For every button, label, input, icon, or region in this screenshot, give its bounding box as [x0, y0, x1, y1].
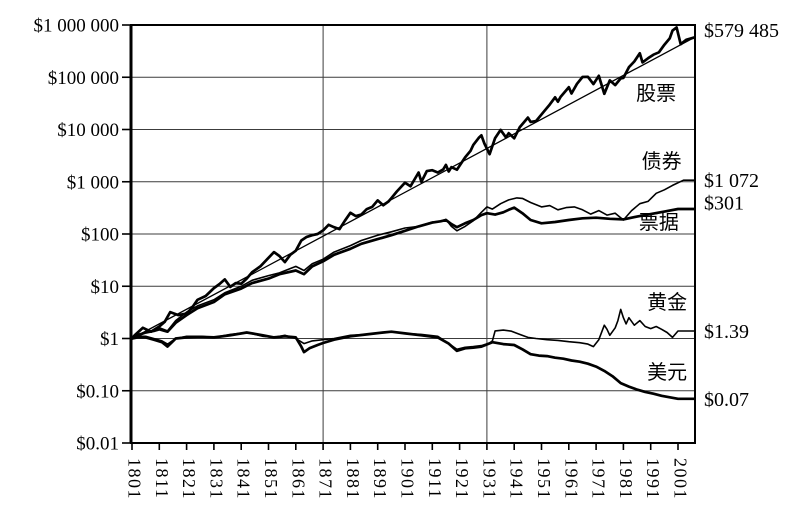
x-axis-label: 1921	[452, 458, 472, 500]
x-axis-label: 1861	[288, 458, 308, 500]
series-gold-line	[131, 308, 696, 351]
series-bonds-line	[131, 179, 696, 340]
series-dollar-line	[130, 330, 696, 401]
x-axis-label: 1941	[507, 458, 527, 500]
y-axis-label: $1	[100, 329, 119, 350]
y-axis-label: $1 000	[67, 172, 119, 193]
y-axis-label: $0.10	[76, 381, 119, 402]
x-axis-label: 1821	[179, 458, 199, 500]
series-stocks-end-value: $579 485	[704, 20, 779, 42]
series-bills-label: 票据	[639, 211, 679, 234]
series-bills-line	[130, 206, 696, 340]
series-dollar-label: 美元	[647, 361, 687, 384]
x-axis-label: 1891	[370, 458, 390, 500]
series-bills-end-value: $301	[704, 193, 744, 215]
x-axis-label: 1951	[534, 458, 554, 500]
series-stocks-line	[130, 26, 696, 340]
x-axis-label: 1851	[261, 458, 281, 500]
x-axis-label: 1811	[152, 458, 172, 499]
x-axis-label: 1971	[589, 458, 609, 500]
x-axis-label: 1871	[316, 458, 336, 500]
x-axis-label: 1991	[643, 458, 663, 500]
y-axis-label: $100 000	[48, 68, 119, 89]
series-gold-end-value: $1.39	[704, 321, 749, 343]
y-axis-label: $10 000	[57, 120, 119, 141]
series-bonds-end-value: $1 072	[704, 170, 759, 192]
x-axis-label: 1801	[125, 458, 145, 500]
x-axis-label: 1931	[479, 458, 499, 500]
series-stocks-label: 股票	[636, 83, 676, 105]
x-axis-label: 1981	[616, 458, 636, 500]
y-axis-label: $0.01	[76, 434, 119, 455]
x-axis-label: 1901	[398, 458, 418, 500]
series-gold-label: 黄金	[647, 291, 687, 314]
series-bonds-label: 债券	[642, 150, 682, 173]
x-axis-label: 1841	[234, 458, 254, 500]
y-axis-label: $1 000 000	[34, 16, 120, 37]
series-dollar-end-value: $0.07	[704, 389, 749, 411]
x-axis-label: 1961	[561, 458, 581, 500]
x-axis-label: 1911	[425, 458, 445, 499]
x-axis-label: 1881	[343, 458, 363, 500]
x-axis-label: 1831	[206, 458, 226, 500]
y-axis-label: $100	[81, 225, 119, 246]
y-axis-label: $10	[91, 277, 120, 298]
series-stocks-trend-line	[131, 36, 696, 340]
x-axis-label: 2001	[671, 458, 691, 500]
